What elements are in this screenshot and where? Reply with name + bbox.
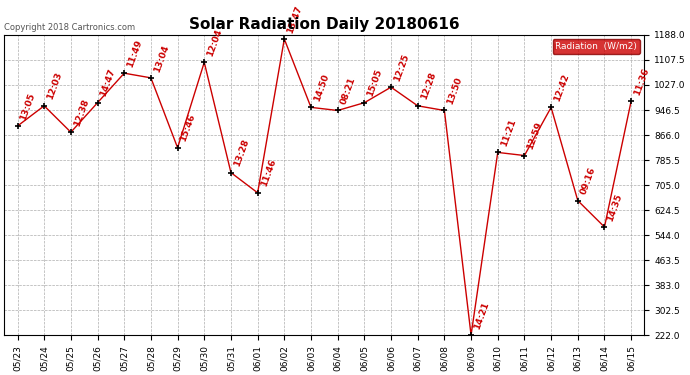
Text: Copyright 2018 Cartronics.com: Copyright 2018 Cartronics.com xyxy=(4,23,135,32)
Text: 12:59: 12:59 xyxy=(526,121,544,151)
Text: 14:50: 14:50 xyxy=(313,73,331,103)
Legend: Radiation  (W/m2): Radiation (W/m2) xyxy=(553,39,640,54)
Text: 13:04: 13:04 xyxy=(152,43,170,73)
Text: 12:38: 12:38 xyxy=(72,98,90,128)
Text: 11:21: 11:21 xyxy=(499,118,518,148)
Text: 12:04: 12:04 xyxy=(206,28,224,58)
Text: 13:50: 13:50 xyxy=(446,76,464,106)
Text: 12:25: 12:25 xyxy=(393,53,411,82)
Text: 15:05: 15:05 xyxy=(366,68,384,98)
Text: 12:28: 12:28 xyxy=(419,71,437,101)
Text: 11:36: 11:36 xyxy=(633,66,651,96)
Text: 14:21: 14:21 xyxy=(473,300,491,330)
Text: 14:47: 14:47 xyxy=(99,68,117,98)
Text: 14:35: 14:35 xyxy=(606,192,624,222)
Text: 13:05: 13:05 xyxy=(19,92,37,122)
Text: 13:47: 13:47 xyxy=(286,4,304,34)
Text: 11:49: 11:49 xyxy=(126,38,144,69)
Title: Solar Radiation Daily 20180616: Solar Radiation Daily 20180616 xyxy=(189,17,460,32)
Text: 11:46: 11:46 xyxy=(259,158,277,188)
Text: 15:46: 15:46 xyxy=(179,113,197,143)
Text: 12:03: 12:03 xyxy=(46,71,63,101)
Text: 12:42: 12:42 xyxy=(553,73,571,103)
Text: 09:16: 09:16 xyxy=(579,166,598,196)
Text: 08:21: 08:21 xyxy=(339,76,357,106)
Text: 13:28: 13:28 xyxy=(233,138,250,168)
